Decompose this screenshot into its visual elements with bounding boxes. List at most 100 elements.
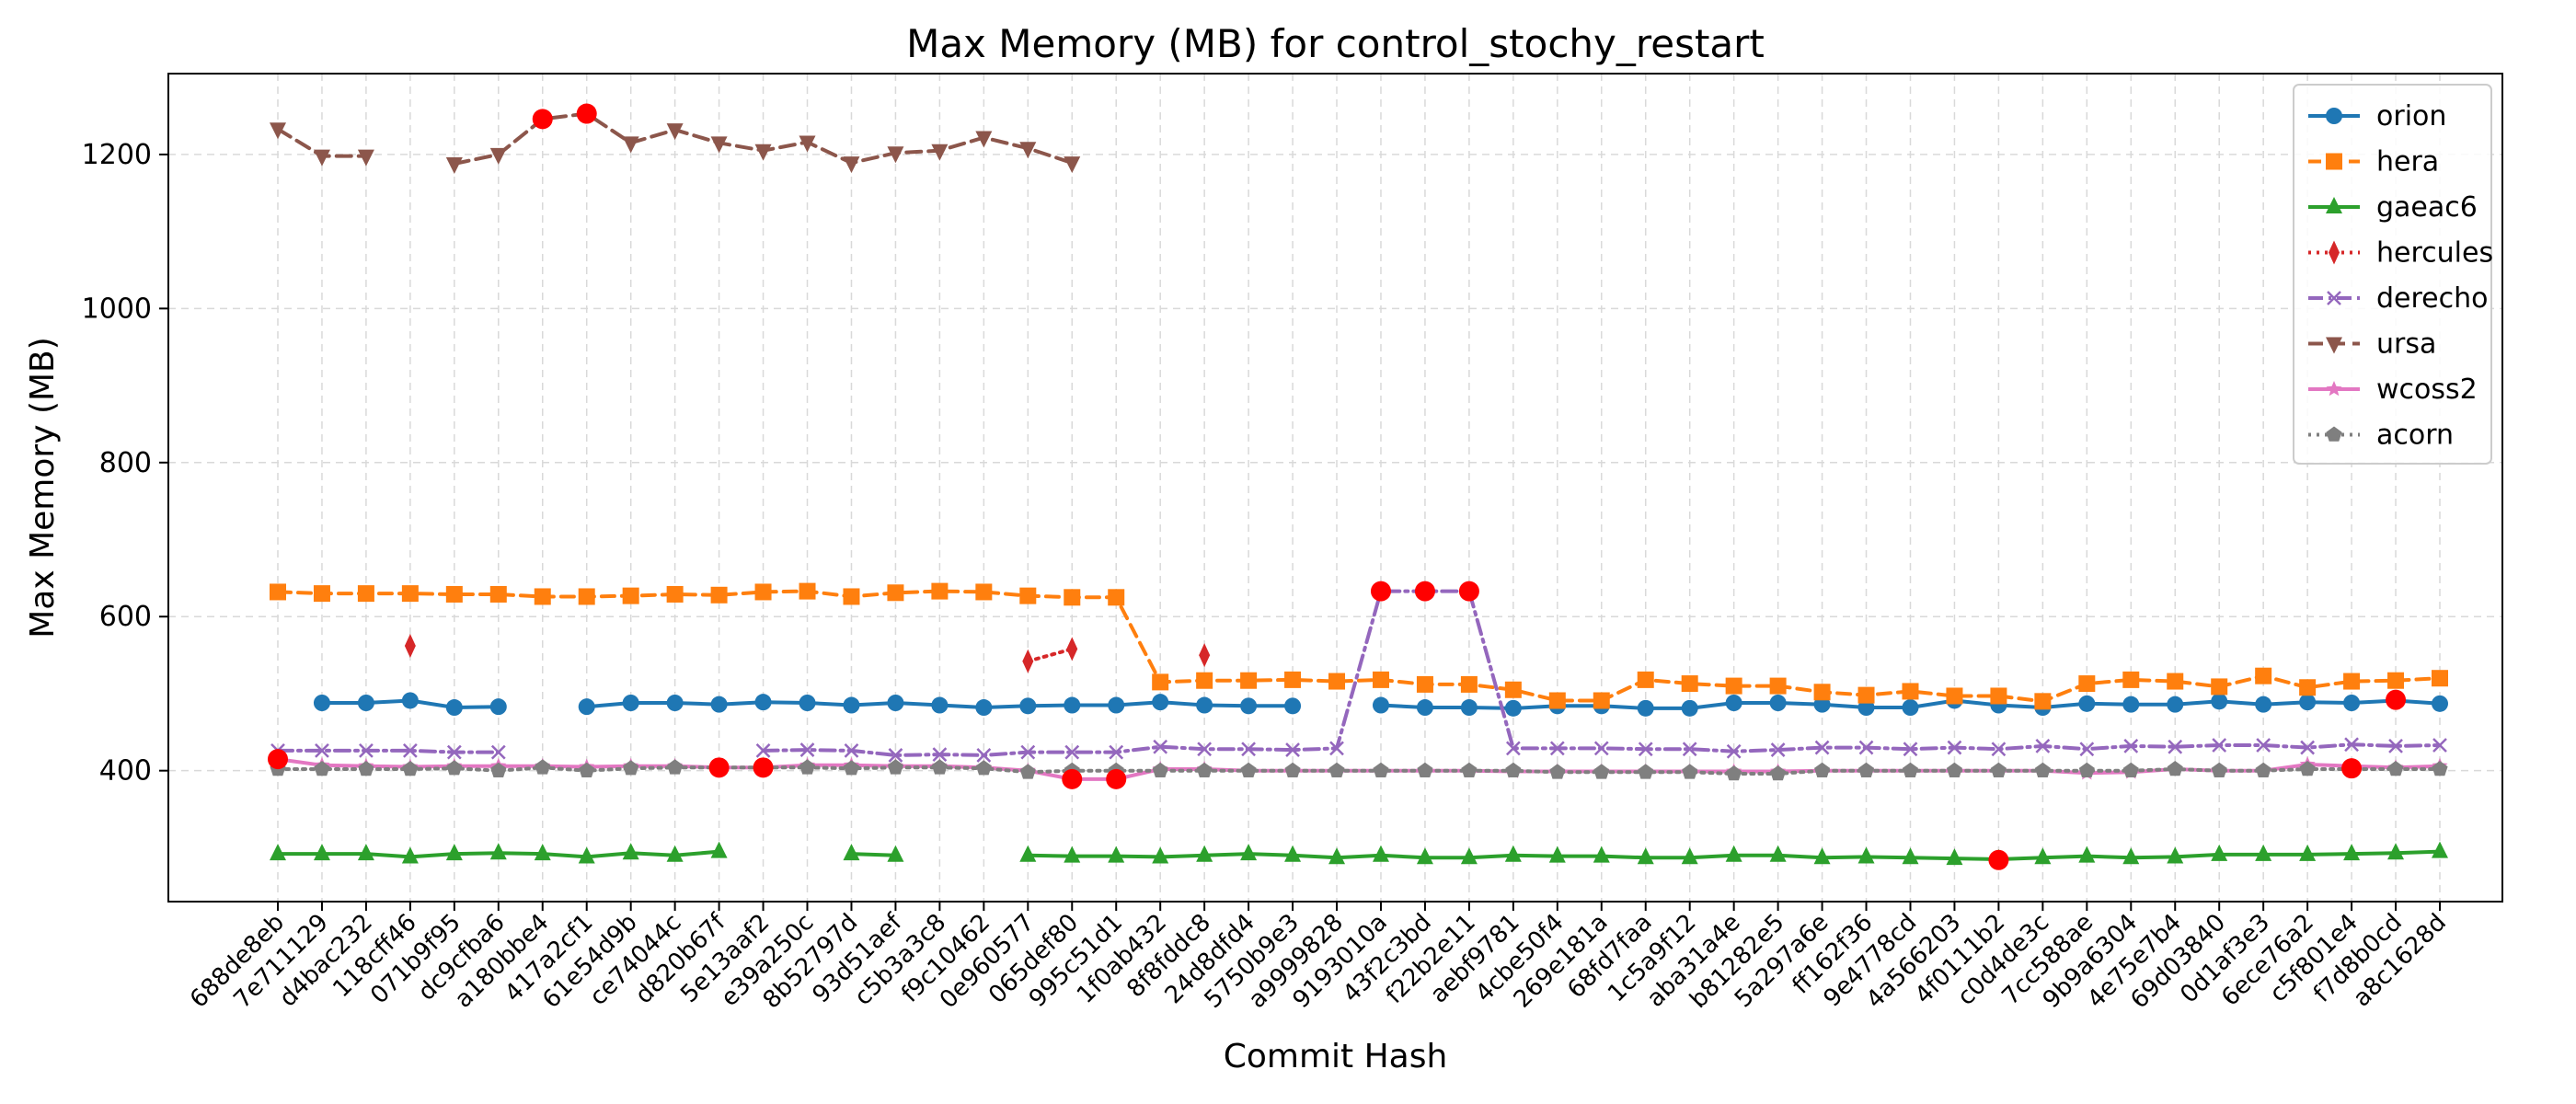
data-point xyxy=(1460,699,1478,717)
data-point xyxy=(1066,637,1078,661)
data-point xyxy=(931,144,949,161)
data-point xyxy=(1548,692,1566,709)
data-point xyxy=(975,131,993,148)
data-point xyxy=(1240,762,1257,777)
data-point-stroke xyxy=(1991,742,2007,757)
data-point xyxy=(1108,696,1125,714)
data-point xyxy=(1019,142,1037,159)
data-point xyxy=(799,582,816,600)
data-point xyxy=(1946,848,1963,866)
data-point xyxy=(2078,762,2095,777)
data-point xyxy=(1152,846,1169,864)
data-point xyxy=(1549,741,1565,756)
data-point xyxy=(799,695,816,711)
data-point xyxy=(578,698,595,716)
highlight-point xyxy=(1458,581,1479,602)
data-point xyxy=(622,136,639,154)
data-point xyxy=(2168,739,2183,754)
data-point-stroke xyxy=(1285,742,1300,757)
data-point xyxy=(1109,744,1124,760)
data-point xyxy=(1461,762,1478,777)
data-point xyxy=(1328,762,1345,777)
data-point xyxy=(1196,672,1213,689)
y-axis: 400 600 800 1000 1200 xyxy=(82,139,168,788)
data-point xyxy=(2211,693,2228,710)
series-line xyxy=(849,852,898,857)
data-point xyxy=(2034,847,2052,865)
data-point xyxy=(1328,847,1346,865)
data-point xyxy=(357,149,374,167)
data-point xyxy=(313,844,330,861)
data-point xyxy=(1857,846,1875,864)
data-point xyxy=(2343,695,2361,711)
data-point xyxy=(2167,761,2183,776)
data-point xyxy=(1285,742,1300,757)
data-point-stroke xyxy=(2079,742,2095,757)
data-point xyxy=(2079,742,2095,757)
data-point xyxy=(270,122,286,140)
data-point-stroke xyxy=(2168,739,2183,754)
data-point xyxy=(843,696,860,714)
data-point xyxy=(1681,699,1698,717)
data-point xyxy=(1152,694,1169,711)
data-point-stroke xyxy=(1814,740,1830,755)
data-point xyxy=(2299,694,2317,711)
data-point-stroke xyxy=(1505,741,1521,756)
data-point xyxy=(2387,843,2405,860)
data-point xyxy=(1857,686,1875,704)
data-point xyxy=(931,696,949,714)
data-point xyxy=(975,760,992,776)
data-point-stroke xyxy=(1947,740,1962,755)
legend-label: gaeac6 xyxy=(2376,191,2478,224)
data-point xyxy=(1726,765,1742,781)
data-point-stroke xyxy=(799,742,815,757)
data-point xyxy=(1240,844,1258,861)
data-point xyxy=(2255,696,2272,713)
data-point xyxy=(2326,337,2342,354)
data-point-stroke xyxy=(490,744,506,760)
data-point xyxy=(401,692,419,709)
data-point xyxy=(1902,847,1919,865)
highlight-point xyxy=(1062,768,1083,789)
data-point-stroke xyxy=(1109,744,1124,760)
data-point xyxy=(843,156,860,174)
data-point xyxy=(2212,738,2227,753)
data-point xyxy=(931,582,949,600)
data-point xyxy=(710,696,728,713)
plot-frame xyxy=(167,73,2503,903)
data-point xyxy=(754,694,772,711)
data-point xyxy=(1064,744,1080,760)
data-point xyxy=(1990,687,2007,705)
legend-entry-wcoss2: wcoss2 xyxy=(2308,374,2478,406)
series-hera xyxy=(270,582,2448,710)
data-point xyxy=(313,149,330,167)
series-derecho xyxy=(270,583,2447,763)
data-point xyxy=(1019,845,1037,862)
data-point-stroke xyxy=(315,743,329,758)
data-point xyxy=(2326,426,2342,442)
data-point xyxy=(1284,671,1302,688)
highlight-point xyxy=(576,103,597,124)
data-point xyxy=(667,759,684,775)
data-point xyxy=(2035,738,2051,753)
data-point xyxy=(358,761,374,776)
data-point xyxy=(887,584,904,602)
data-point xyxy=(1637,671,1654,688)
data-point xyxy=(402,761,419,776)
highlight-point xyxy=(1988,849,2009,870)
data-point xyxy=(1417,762,1433,777)
data-point xyxy=(799,742,815,757)
data-point-stroke xyxy=(844,743,859,758)
data-point xyxy=(357,585,374,603)
data-point xyxy=(799,759,816,775)
data-point xyxy=(1769,677,1787,695)
data-point xyxy=(1813,847,1831,865)
data-point xyxy=(1372,845,1389,862)
data-point xyxy=(1549,764,1566,779)
data-point xyxy=(666,123,684,141)
data-point xyxy=(2211,762,2227,777)
data-point-stroke xyxy=(1682,742,1697,757)
data-point xyxy=(1902,699,1919,717)
data-point xyxy=(579,762,595,777)
